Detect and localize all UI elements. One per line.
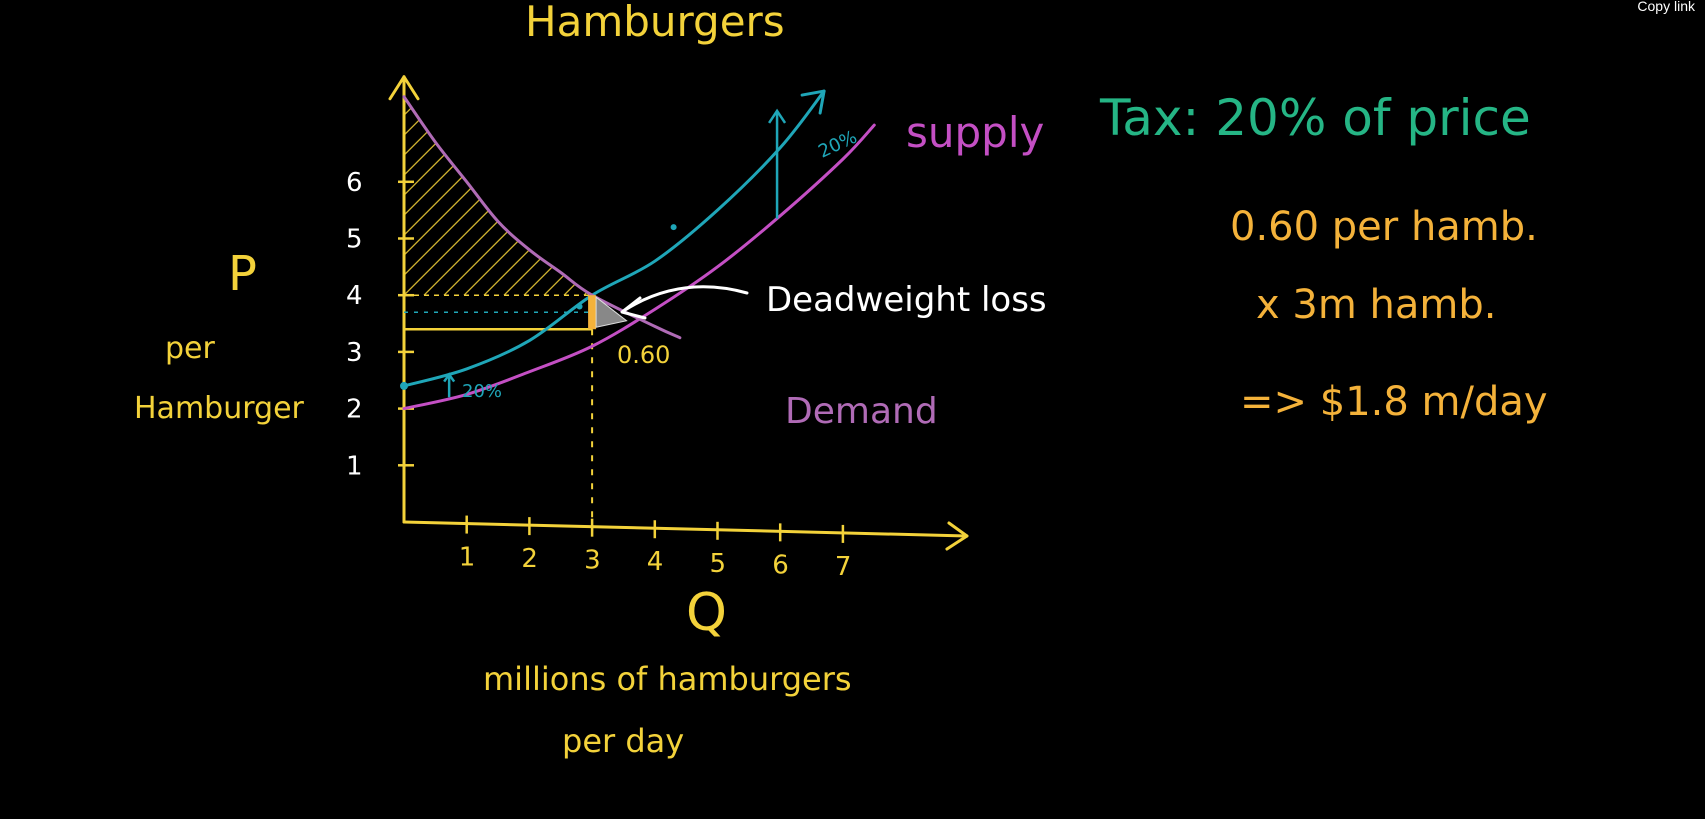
hatch-line — [724, 95, 924, 295]
axes — [388, 75, 969, 551]
tax-shift-low-label: 20% — [462, 381, 502, 402]
hatch-line — [463, 96, 593, 296]
chart-title: Hamburgers — [525, 0, 785, 46]
hatch-line — [423, 96, 593, 296]
hatch-line — [644, 95, 844, 295]
calc-line-1: 0.60 per hamb. — [1230, 204, 1538, 250]
supply-with-tax-dot-1 — [576, 303, 583, 310]
curve-demand — [402, 95, 682, 340]
demand-label: Demand — [785, 391, 938, 432]
deadweight-pointer-arrow — [623, 285, 749, 312]
supply-label: supply — [906, 108, 1044, 157]
x-tick-label-2: 2 — [521, 544, 538, 574]
y-tick-label-3: 3 — [346, 338, 363, 368]
y-axis-sublabel-1: per — [165, 331, 216, 366]
hatch-line — [664, 95, 864, 295]
curve-supply_with_tax — [402, 89, 826, 388]
y-tick-label-1: 1 — [346, 451, 363, 481]
curve-supply — [402, 123, 876, 411]
x-axis-sublabel-1: millions of hamburgers — [483, 660, 852, 698]
hatch-line — [684, 95, 884, 295]
x-tick-label-1: 1 — [459, 543, 476, 573]
y-axis-label: P — [228, 246, 257, 302]
hatch-line — [443, 96, 593, 296]
calc-line-2: x 3m hamb. — [1256, 282, 1496, 328]
x-axis-line — [402, 520, 969, 538]
hatch-line — [543, 96, 593, 296]
deadweight-triangle — [595, 296, 628, 328]
guide-lines — [404, 294, 594, 534]
tax-gap-label: 0.60 — [617, 341, 670, 369]
hatch-line — [523, 96, 593, 296]
hatch-line — [583, 96, 593, 296]
hatch-line — [624, 95, 824, 295]
x-axis-arrowhead — [945, 521, 969, 551]
hatch-line — [404, 96, 445, 296]
y-tick-label-4: 4 — [346, 281, 363, 311]
hatch-line — [483, 96, 593, 296]
y-tick-label-5: 5 — [346, 225, 363, 255]
y-tick-label-6: 6 — [346, 168, 363, 198]
tax-note: Tax: 20% of price — [1099, 89, 1531, 147]
supply-with-tax-start-dot — [400, 381, 408, 390]
y-axis-sublabel-2: Hamburger — [134, 391, 305, 426]
tax-gap-bar — [588, 295, 597, 330]
hatch-line — [404, 96, 593, 296]
markers — [400, 108, 787, 398]
x-axis-sublabel-2: per day — [562, 722, 684, 760]
tax-shift-high-label: 20% — [815, 127, 860, 163]
curves — [402, 89, 876, 411]
tax-shift-arrowhead-high — [768, 108, 787, 124]
y-tick-label-2: 2 — [346, 395, 363, 425]
x-tick-label-3: 3 — [584, 546, 601, 576]
x-tick-label-5: 5 — [710, 549, 727, 579]
x-axis-label: Q — [686, 583, 727, 643]
deadweight-pointer-head — [620, 296, 647, 320]
x-tick-label-6: 6 — [772, 550, 789, 580]
curve-supply-with-tax-arrowhead — [800, 89, 826, 115]
ticks: 1 2 3 4 5 6 7 1 2 3 4 5 6 — [346, 168, 851, 582]
supply-with-tax-dot-2 — [670, 224, 677, 231]
hatch-line — [503, 96, 593, 296]
x-tick-label-7: 7 — [835, 552, 852, 582]
y-axis-arrowhead — [388, 75, 420, 101]
copy-link-button[interactable]: Copy link — [1637, 0, 1695, 14]
calc-line-3: => $1.8 m/day — [1240, 379, 1548, 425]
deadweight-label: Deadweight loss — [766, 280, 1047, 320]
hatch-line — [604, 95, 804, 295]
tax-shift-arrowhead-low — [443, 372, 456, 383]
x-tick-label-4: 4 — [647, 547, 664, 577]
